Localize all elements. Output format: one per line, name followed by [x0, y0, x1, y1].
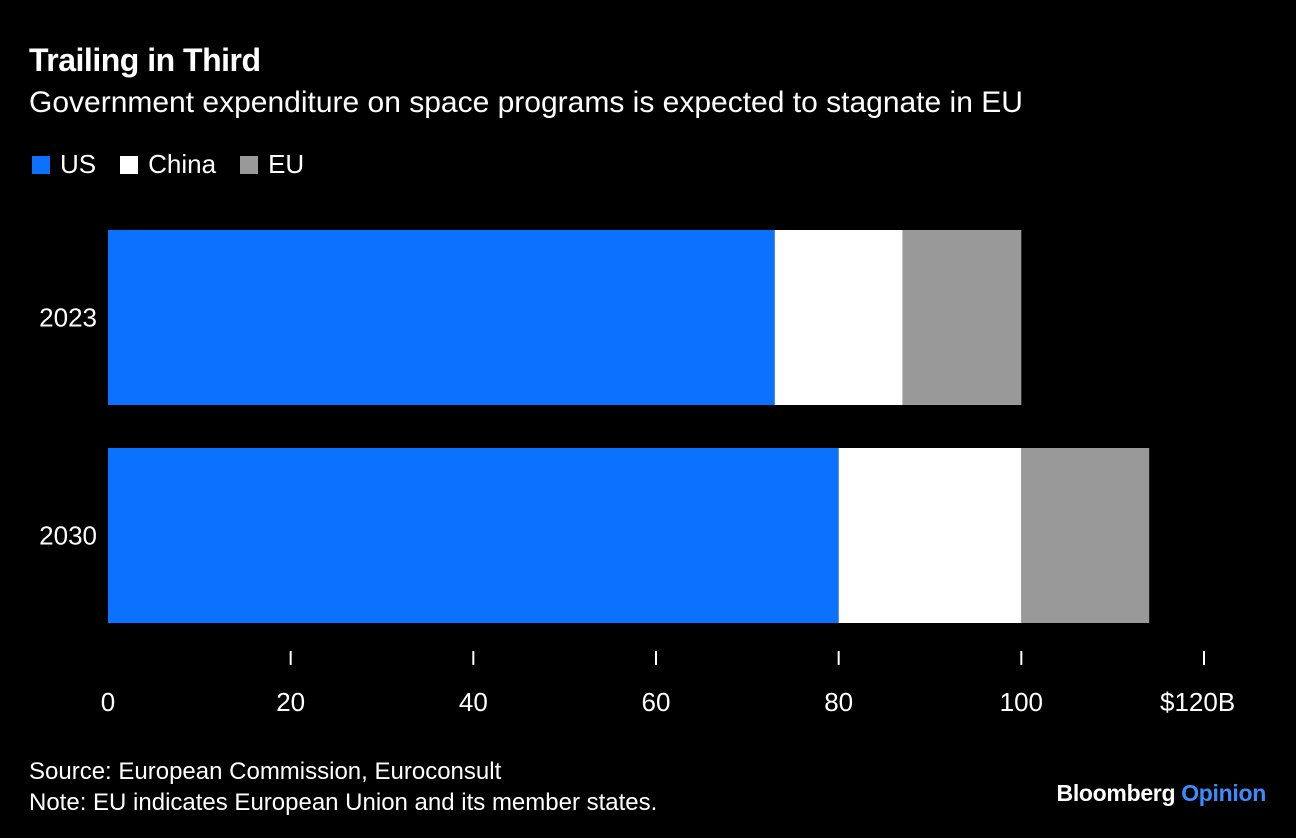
brand-product: Opinion — [1181, 780, 1266, 806]
definition-note: Note: EU indicates European Union and it… — [29, 789, 658, 816]
legend: US China EU — [32, 149, 328, 180]
y-tick-label-2030: 2030 — [39, 521, 97, 551]
legend-label-us: US — [60, 149, 97, 179]
legend-swatch-eu — [240, 155, 259, 174]
legend-item-china: China — [120, 149, 216, 180]
bar-us-2030 — [108, 448, 839, 623]
brand-logo: Bloomberg Opinion — [1056, 780, 1267, 807]
footer: Source: European Commission, Euroconsult… — [29, 756, 657, 818]
bar-eu-2030 — [1021, 448, 1150, 623]
brand-name: Bloomberg — [1056, 780, 1176, 806]
bar-eu-2023 — [902, 230, 1022, 405]
x-tick-label-80: 80 — [824, 687, 853, 717]
y-tick-label-2023: 2023 — [39, 303, 97, 333]
bar-china-2023 — [774, 230, 903, 405]
legend-label-eu: EU — [268, 149, 305, 179]
x-tick-label-0: 0 — [101, 687, 115, 717]
chart-subtitle: Government expenditure on space programs… — [29, 86, 1023, 119]
legend-swatch-us — [32, 155, 50, 174]
legend-label-china: China — [148, 149, 217, 179]
x-tick-label-40: 40 — [459, 687, 488, 717]
legend-swatch-china — [120, 155, 139, 174]
bar-china-2030 — [838, 448, 1022, 623]
x-tick-label-20: 20 — [276, 687, 305, 717]
x-tick-label-120: $120B — [1160, 687, 1235, 717]
source-note: Source: European Commission, Euroconsult — [29, 758, 502, 785]
chart-title: Trailing in Third — [29, 42, 261, 78]
x-tick-label-100: 100 — [1000, 687, 1043, 717]
x-tick-label-60: 60 — [642, 687, 671, 717]
legend-item-eu: EU — [240, 149, 304, 180]
legend-item-us: US — [32, 149, 96, 180]
bar-us-2023 — [108, 230, 775, 405]
